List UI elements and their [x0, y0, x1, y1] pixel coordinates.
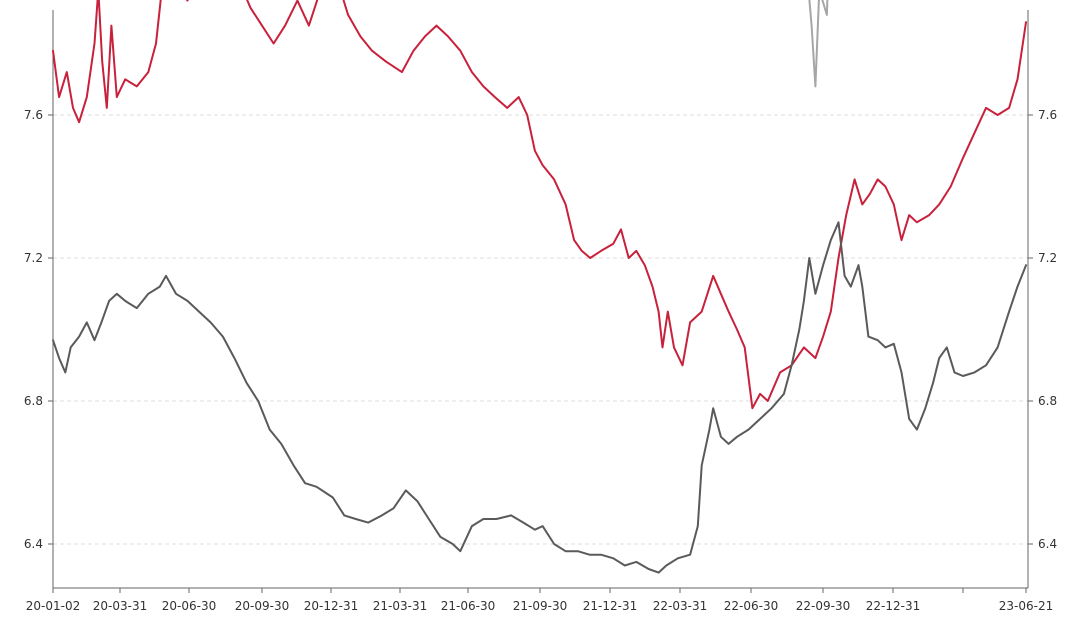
- series-line-1: [808, 0, 829, 88]
- left-y-tick-label: 7.2: [24, 251, 43, 265]
- x-tick-label: 21-03-31: [373, 599, 427, 613]
- series-line-2: [52, 0, 1027, 410]
- x-tick-label: 20-03-31: [93, 599, 147, 613]
- x-tick-label: 22-09-30: [796, 599, 850, 613]
- left-y-tick-labels: 6.46.87.27.688.48.89.2: [24, 108, 53, 551]
- x-tick-label: 21-12-31: [583, 599, 637, 613]
- right-y-tick-label: 6.4: [1038, 537, 1057, 551]
- x-tick-label: 20-12-31: [304, 599, 358, 613]
- left-y-tick-label: 6.8: [24, 394, 43, 408]
- x-tick-label: 22-03-31: [653, 599, 707, 613]
- x-tick-label: 22-06-30: [724, 599, 778, 613]
- x-tick-label: 20-01-02: [26, 599, 80, 613]
- series-line-3: [52, 221, 1027, 574]
- x-tick-labels: 20-01-02 20-03-31 20-06-30 20-09-30 20-12-31…: [26, 588, 1053, 613]
- x-tick-label: 21-06-30: [441, 599, 495, 613]
- right-y-tick-label: 6.8: [1038, 394, 1057, 408]
- x-tick-label: 22-12-31: [866, 599, 920, 613]
- x-tick-label: 21-09-30: [513, 599, 567, 613]
- axes: [52, 10, 1029, 589]
- left-y-tick-label: 7.6: [24, 108, 43, 122]
- x-tick-label: 23-06-21: [999, 599, 1053, 613]
- right-y-tick-labels: 6.46.87.27.688.48.89.2: [1028, 108, 1057, 551]
- right-y-tick-label: 7.6: [1038, 108, 1057, 122]
- series-lines: [52, 0, 1027, 574]
- x-tick-label: 20-06-30: [162, 599, 216, 613]
- left-y-tick-label: 6.4: [24, 537, 43, 551]
- x-tick-label: 20-09-30: [235, 599, 289, 613]
- gridlines: [53, 114, 1028, 545]
- right-y-tick-label: 7.2: [1038, 251, 1057, 265]
